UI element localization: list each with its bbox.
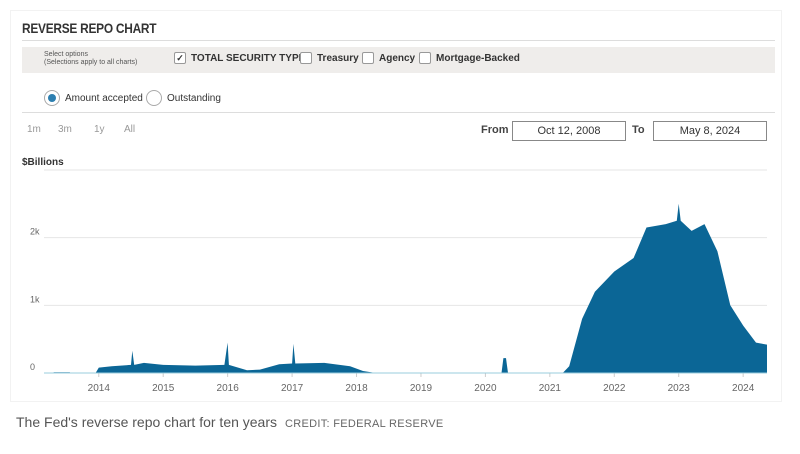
select-options-label: Select options (Selections apply to all c… <box>44 51 137 67</box>
x-tick-label: 2024 <box>732 383 755 394</box>
x-tick-label: 2018 <box>345 383 368 394</box>
x-tick-label: 2021 <box>539 383 562 394</box>
radio-unselected-icon <box>146 90 162 106</box>
divider <box>22 112 775 113</box>
x-tick-label: 2017 <box>281 383 304 394</box>
checkbox-box <box>362 52 374 64</box>
y-tick-label: 0 <box>30 362 35 372</box>
checkbox-check-icon: ✓ <box>174 52 186 64</box>
x-tick-label: 2022 <box>603 383 626 394</box>
caption-text: The Fed's reverse repo chart for ten yea… <box>16 414 278 430</box>
from-date-input[interactable]: Oct 12, 2008 <box>512 121 626 141</box>
radio-amount-accepted[interactable]: Amount accepted <box>44 90 143 106</box>
checkbox-agency[interactable]: Agency <box>362 52 415 64</box>
to-label: To <box>632 124 645 136</box>
y-tick-label: 1k <box>30 294 40 304</box>
checkbox-treasury[interactable]: Treasury <box>300 52 359 64</box>
divider <box>22 40 775 41</box>
options-bar: Select options (Selections apply to all c… <box>22 47 775 73</box>
radio-selected-icon <box>44 90 60 106</box>
radio-label: Amount accepted <box>65 92 143 104</box>
select-options-note: (Selections apply to all charts) <box>44 59 138 66</box>
to-date-input[interactable]: May 8, 2024 <box>653 121 767 141</box>
from-label: From <box>481 124 509 136</box>
range-1y[interactable]: 1y <box>94 124 105 135</box>
y-tick-label: 2k <box>30 227 40 237</box>
x-tick-label: 2019 <box>410 383 433 394</box>
checkbox-box <box>300 52 312 64</box>
radio-outstanding[interactable]: Outstanding <box>146 90 221 106</box>
checkbox-mortgage-backed[interactable]: Mortgage-Backed <box>419 52 520 64</box>
x-tick-label: 2014 <box>88 383 111 394</box>
page-title: REVERSE REPO CHART <box>22 20 157 36</box>
checkbox-label: Agency <box>379 52 416 64</box>
radio-label: Outstanding <box>167 92 221 104</box>
checkbox-label: TOTAL SECURITY TYPES <box>191 52 312 64</box>
checkbox-box <box>419 52 431 64</box>
x-tick-label: 2020 <box>474 383 497 394</box>
range-1m[interactable]: 1m <box>27 124 41 135</box>
x-tick-label: 2023 <box>668 383 691 394</box>
checkbox-label: Treasury <box>317 52 359 64</box>
caption: The Fed's reverse repo chart for ten yea… <box>16 414 444 430</box>
range-all[interactable]: All <box>124 124 136 135</box>
range-3m[interactable]: 3m <box>58 124 72 135</box>
series-area <box>53 203 768 373</box>
x-tick-label: 2015 <box>152 383 175 394</box>
checkbox-total[interactable]: ✓ TOTAL SECURITY TYPES <box>174 52 312 64</box>
select-options-title: Select options <box>44 51 88 58</box>
x-tick-label: 2016 <box>217 383 240 394</box>
y-axis-label: $Billions <box>22 157 64 168</box>
checkbox-label: Mortgage-Backed <box>436 52 520 64</box>
credit: CREDIT: FEDERAL RESERVE <box>285 418 444 430</box>
